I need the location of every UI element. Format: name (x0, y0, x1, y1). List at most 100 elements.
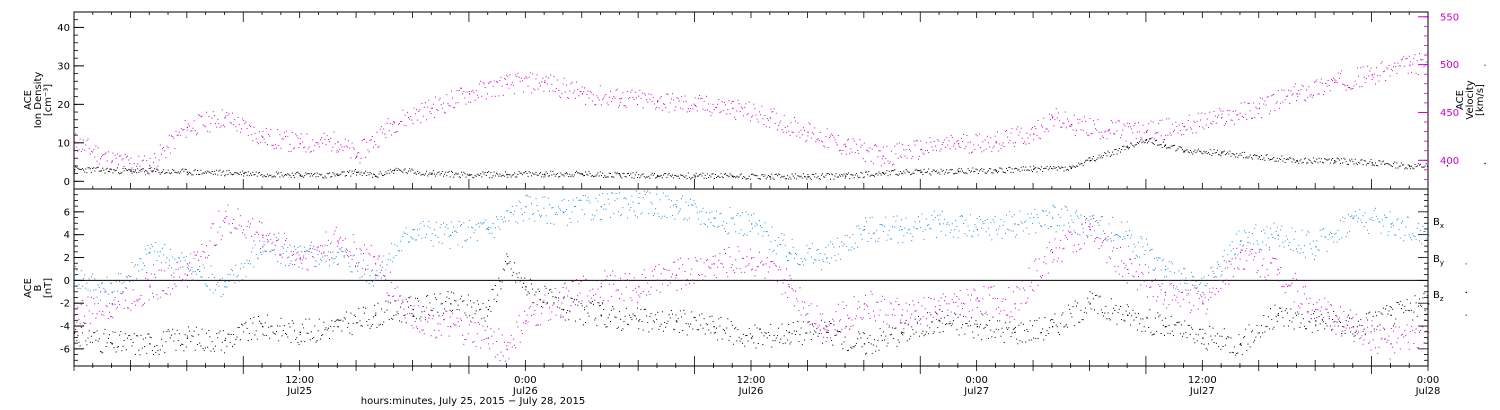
velocity-series-dot (1066, 118, 1068, 120)
velocity-series-dot (370, 139, 372, 141)
velocity-series-dot (1305, 100, 1306, 102)
by-series-dot (160, 262, 162, 264)
density-series-dot (1312, 157, 1314, 159)
velocity-series-dot (107, 151, 109, 153)
velocity-series-dot (825, 136, 827, 138)
bx-series-point (638, 320, 640, 322)
density-series-dot (491, 177, 493, 179)
velocity-series-dot (335, 151, 337, 153)
bx-series-dot (1424, 310, 1426, 312)
velocity-series-dot (625, 106, 627, 108)
density-series-dot (93, 167, 95, 169)
by-series-dot (613, 213, 615, 215)
bx-series-dot (909, 338, 910, 340)
by-series-dot (1028, 233, 1030, 235)
velocity-series-dot (690, 108, 692, 110)
bx-series-dot (957, 316, 959, 318)
field-axis-label: -2 (60, 299, 70, 310)
density-series-dot (1050, 166, 1051, 168)
bx-series-dot (752, 335, 754, 337)
density-series-point (1033, 168, 1035, 170)
by-series-dot (402, 235, 404, 237)
bx-series-dot (939, 332, 941, 333)
by-series-dot (903, 235, 905, 237)
field-axis-title-line: ACE (23, 278, 34, 298)
density-series-dot (244, 172, 246, 174)
velocity-series-dot (361, 140, 363, 142)
density-series-dot (1228, 153, 1230, 155)
bx-series-dot (983, 327, 985, 329)
density-series-dot (635, 171, 637, 173)
velocity-series-dot (244, 123, 246, 125)
density-series-dot (872, 175, 874, 176)
velocity-series-dot (1361, 86, 1363, 88)
density-series-dot (421, 174, 423, 176)
bx-series-dot (487, 315, 488, 317)
density-series-dot (866, 171, 868, 173)
bx-series-dot (1267, 316, 1269, 318)
velocity-series-dot (865, 161, 866, 163)
by-series-dot (850, 249, 852, 251)
by-series-dot (87, 289, 89, 291)
velocity-series-dot (1096, 129, 1098, 131)
by-series-dot (1223, 249, 1225, 251)
density-series-dot (1381, 161, 1383, 163)
bx-series-dot (413, 315, 415, 317)
by-series-dot (607, 198, 609, 200)
velocity-series-dot (718, 99, 720, 100)
density-series-dot (531, 175, 532, 177)
density-series-dot (445, 171, 447, 173)
velocity-series-dot (1166, 118, 1168, 120)
velocity-series-dot (1419, 53, 1420, 55)
bx-series-dot (448, 298, 450, 300)
density-series-dot (994, 169, 996, 171)
bx-series-dot (136, 335, 138, 337)
by-series-dot (255, 253, 257, 255)
by-series-dot (884, 225, 886, 227)
velocity-series-dot (255, 138, 257, 140)
bx-series-dot (1303, 325, 1305, 327)
density-series-dot (810, 179, 812, 181)
by-series-dot (180, 260, 182, 262)
bx-series-dot (624, 315, 626, 317)
density-series-dot (1270, 158, 1271, 160)
velocity-series-dot (1048, 113, 1050, 115)
by-series-dot (332, 258, 334, 260)
density-series-dot (1332, 158, 1334, 160)
density-series-dot (124, 168, 126, 169)
density-series-dot (166, 172, 168, 174)
velocity-series-dot (682, 108, 684, 110)
bx-series-dot (647, 322, 649, 324)
by-series-dot (976, 218, 978, 220)
by-series-dot (1007, 228, 1009, 230)
by-series-dot (473, 232, 475, 234)
bx-series-dot (1369, 311, 1371, 313)
velocity-series-dot (1133, 125, 1135, 127)
bx-series-dot (808, 321, 810, 323)
density-series-dot (884, 173, 886, 175)
density-series-dot (1334, 162, 1336, 163)
density-series-dot (953, 173, 954, 175)
by-series-dot (852, 233, 854, 235)
velocity-series-dot (1153, 138, 1155, 140)
bx-series-dot (475, 310, 477, 312)
density-series-dot (642, 173, 644, 175)
velocity-series-dot (798, 131, 800, 133)
velocity-series-dot (924, 150, 926, 152)
density-series-dot (1249, 154, 1251, 156)
by-series-dot (93, 289, 95, 291)
bx-series-dot (1109, 319, 1111, 321)
bx-series-dot (553, 302, 555, 304)
by-series-dot (309, 245, 311, 247)
density-series-dot (496, 172, 497, 174)
by-series-point (186, 263, 189, 265)
velocity-series-point (393, 122, 395, 124)
bx-series-dot (247, 340, 249, 342)
density-series-dot (186, 174, 188, 176)
velocity-series-dot (1426, 52, 1428, 54)
bx-series-point (600, 314, 602, 316)
by-series-dot (766, 231, 768, 233)
by-series-dot (877, 240, 879, 242)
by-series-dot (272, 241, 274, 243)
bx-series-dot (631, 319, 633, 321)
